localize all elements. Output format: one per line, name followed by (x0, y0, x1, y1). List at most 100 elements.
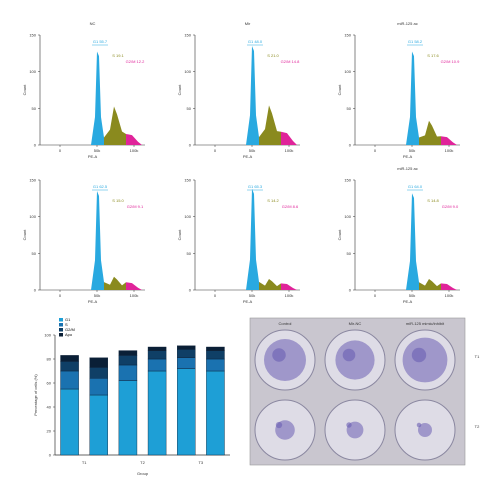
histogram-title: NC (90, 21, 96, 26)
y-tick-label: 50 (32, 106, 37, 111)
x-tick-label: 0 (214, 148, 217, 153)
stacked-bar-chart: 0 20 40 60 80 100 Percentage of cells (%) Group… (33, 317, 230, 476)
stained-colonies (272, 348, 286, 362)
stained-colonies (264, 339, 306, 381)
stained-colonies (275, 421, 283, 429)
bar-segment (60, 370, 79, 390)
y-tick-label: 100 (29, 214, 36, 219)
x-tick-label: 100k (130, 293, 139, 298)
x-tick-label: 50k (94, 293, 100, 298)
y-tick-label: 100 (44, 333, 51, 338)
histogram-panel: Mir 0 50 100 150 0 50k 100k Count PE-A G1 48.0 S 21… (177, 21, 300, 159)
bar-segment (177, 345, 196, 350)
legend-swatch (59, 333, 63, 337)
y-axis-label: Count (177, 229, 182, 241)
x-axis-label: PE-A (403, 154, 413, 159)
x-tick-label: 50k (94, 148, 100, 153)
s-phase-area (259, 279, 281, 290)
x-tick-label: 0 (214, 293, 217, 298)
column-label: Control (279, 321, 292, 326)
y-axis-label: Count (22, 229, 27, 241)
y-axis-label: Count (177, 84, 182, 96)
x-axis-label: Group (137, 471, 149, 476)
histogram-title: Mir (245, 21, 251, 26)
y-tick-label: 50 (32, 251, 37, 256)
g1-gate-label: G1 48.0 (248, 39, 263, 44)
histogram-panel: miR-125 ac 0 50 100 150 0 50k 100k Count PE-A G1 6… (337, 166, 460, 304)
g2m-peak (126, 282, 142, 290)
bar-segment (177, 349, 196, 358)
s-gate-label: S 14.8 (427, 198, 439, 203)
y-tick-label: 20 (47, 429, 52, 434)
g1-gate-label: G1 64.0 (408, 184, 423, 189)
bar-segment (89, 367, 108, 379)
g1-gate-label: G1 55.7 (93, 39, 108, 44)
bar-segment (147, 358, 167, 372)
histogram-panel: 0 50 100 150 0 50k 100k Count PE-A G1 65.3 S 14.2G… (177, 178, 300, 304)
y-tick-label: 150 (184, 33, 191, 38)
colony-photo: Control Mir-NC miR-125 mimic/inhibit T1 T2 (249, 317, 480, 466)
y-axis-label: Count (337, 84, 342, 96)
g2m-peak (126, 134, 142, 145)
y-tick-label: 60 (47, 381, 52, 386)
g1-peak (246, 188, 259, 290)
bar-segment (147, 370, 167, 456)
bar-segment (118, 355, 138, 366)
bar-segment (60, 355, 79, 362)
bar-segment (177, 357, 196, 369)
y-tick-label: 150 (344, 33, 351, 38)
bar-segment (147, 346, 167, 351)
y-axis-label: Count (337, 229, 342, 241)
x-axis-label: PE-A (403, 299, 413, 304)
bar-segment (177, 368, 196, 456)
row-label: T1 (475, 354, 480, 359)
x-tick-label: 100k (130, 148, 139, 153)
bar-segment (89, 394, 108, 456)
g2m-gate-label: G2/M 12.2 (126, 59, 145, 64)
g2m-peak (441, 136, 457, 145)
legend-swatch (59, 318, 63, 322)
bar-segment (60, 361, 79, 372)
y-tick-label: 0 (189, 143, 192, 148)
legend-label: S (65, 322, 68, 327)
g2m-peak (441, 283, 457, 290)
legend-label: G2/M (65, 327, 75, 332)
x-tick-label: 50k (249, 293, 255, 298)
histogram-panel: 0 50 100 150 0 50k 100k Count PE-A G1 62.5 S 15.0G… (22, 178, 145, 304)
y-tick-label: 100 (184, 214, 191, 219)
bar-segment (89, 378, 108, 396)
s-gate-label: S 19.1 (112, 53, 124, 58)
g1-gate-label: G1 65.3 (248, 184, 263, 189)
x-tick-label: 100k (285, 148, 294, 153)
stained-colonies (342, 348, 356, 362)
s-phase-area (104, 106, 126, 145)
y-axis-label: Percentage of cells (%) (33, 374, 38, 416)
g1-peak (406, 51, 419, 145)
column-label: Mir-NC (349, 321, 362, 326)
y-axis-label: Count (22, 84, 27, 96)
s-phase-area (259, 105, 281, 145)
x-tick-label: 100k (445, 293, 454, 298)
y-tick-label: 150 (29, 178, 36, 183)
y-tick-label: 100 (29, 69, 36, 74)
bar-segment (206, 350, 225, 360)
legend-swatch (59, 323, 63, 327)
g1-peak (91, 191, 104, 290)
x-axis-label: PE-A (88, 299, 98, 304)
g2m-peak (281, 283, 297, 290)
stained-colonies (418, 423, 432, 437)
s-phase-area (419, 279, 441, 290)
s-gate-label: S 17.6 (427, 53, 439, 58)
bar-segment (147, 350, 167, 360)
g1-peak (246, 46, 259, 145)
legend-label: Apo (65, 332, 73, 337)
y-tick-label: 150 (344, 178, 351, 183)
column-label: miR-125 mimic/inhibit (406, 321, 445, 326)
legend-label: G1 (65, 317, 71, 322)
s-gate-label: S 14.2 (267, 198, 279, 203)
row-label: T2 (475, 424, 480, 429)
stained-colonies (411, 347, 427, 363)
histogram-title: miR-125 ac (397, 21, 417, 26)
y-tick-label: 0 (349, 143, 352, 148)
